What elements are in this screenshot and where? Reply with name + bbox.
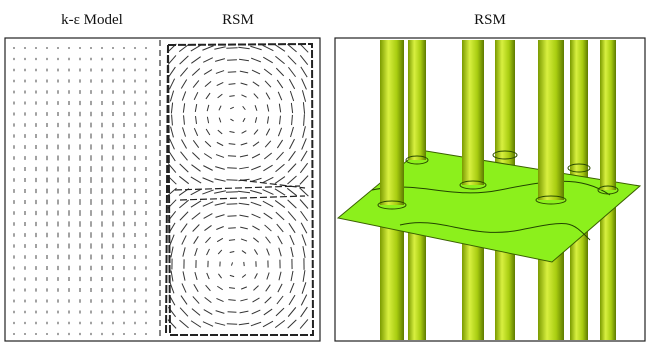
rod-top bbox=[600, 40, 616, 190]
vector bbox=[227, 168, 237, 169]
rod-top bbox=[495, 40, 515, 155]
vector bbox=[228, 72, 236, 73]
rod-top bbox=[408, 40, 426, 160]
panel-label: RSM bbox=[474, 12, 506, 28]
panel-label: k-ε Model bbox=[61, 12, 123, 28]
vector bbox=[227, 216, 236, 217]
vector bbox=[227, 60, 237, 61]
vector bbox=[227, 204, 238, 205]
rod-render bbox=[335, 38, 645, 341]
vector bbox=[229, 144, 236, 145]
vector bbox=[228, 228, 236, 229]
rod-top bbox=[380, 40, 404, 205]
rod-top bbox=[570, 40, 588, 168]
vector bbox=[226, 48, 237, 49]
rod-top bbox=[462, 40, 484, 185]
vector bbox=[226, 180, 237, 181]
figure: k-ε Model RSM RSM bbox=[0, 0, 649, 345]
panel-label: RSM bbox=[222, 12, 254, 28]
plot-frame bbox=[5, 38, 320, 341]
vector-plot bbox=[5, 38, 320, 341]
vector bbox=[228, 300, 235, 301]
vector bbox=[229, 84, 236, 85]
vector bbox=[228, 312, 237, 313]
vector bbox=[228, 156, 236, 157]
rod-top bbox=[538, 40, 564, 200]
vector bbox=[227, 324, 237, 325]
